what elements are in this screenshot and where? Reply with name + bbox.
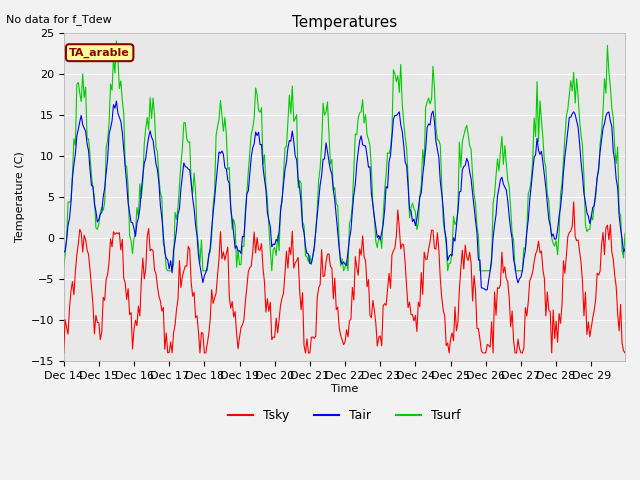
Title: Temperatures: Temperatures (292, 15, 397, 30)
Text: TA_arable: TA_arable (69, 48, 130, 58)
Y-axis label: Temperature (C): Temperature (C) (15, 152, 25, 242)
Legend: Tsky, Tair, Tsurf: Tsky, Tair, Tsurf (223, 404, 466, 427)
Text: No data for f_Tdew: No data for f_Tdew (6, 14, 112, 25)
X-axis label: Time: Time (331, 384, 358, 394)
